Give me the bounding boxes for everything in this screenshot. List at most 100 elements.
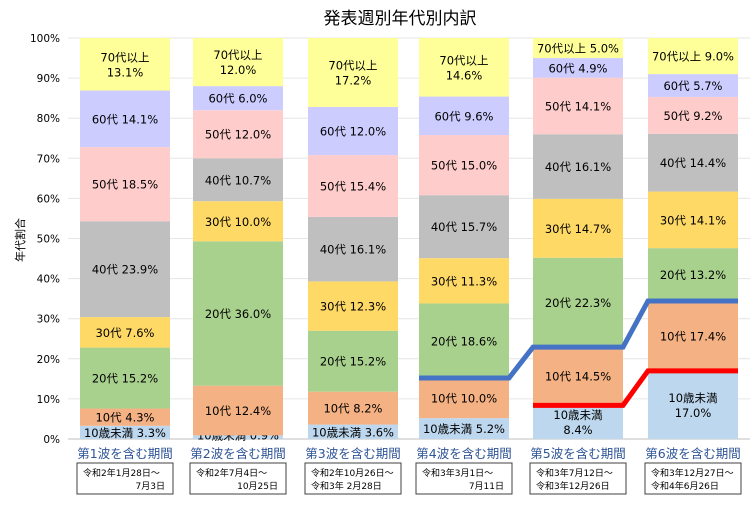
period-start: 令和2年7月4日～ <box>196 467 267 479</box>
data-label: 30代 7.6% <box>95 326 154 340</box>
data-label: 60代 5.7% <box>663 79 722 93</box>
period-start: 令和2年10月26日～ <box>311 467 394 479</box>
period-box <box>189 462 287 495</box>
bar-segment <box>419 135 509 196</box>
y-tick-label: 10% <box>37 394 60 406</box>
period-start: 令和3年7月12日～ <box>536 467 613 479</box>
bar-segment <box>80 347 170 409</box>
y-tick-label: 40% <box>37 274 60 286</box>
data-label: 10代 4.3% <box>95 411 154 425</box>
bar-segment <box>308 106 398 156</box>
data-label: 40代 15.7% <box>431 220 497 234</box>
bar-segment <box>80 147 170 222</box>
data-label: 10代 12.4% <box>205 404 271 418</box>
bar-segment <box>193 110 283 159</box>
data-label: 70代以上 <box>439 53 488 67</box>
bar-stack: 10歳未満 3.3%10代 4.3% 20代 15.2% 30代 7.6% 40代 2… <box>80 38 170 440</box>
period-box <box>529 462 627 495</box>
data-label: 60代 9.6% <box>434 109 493 123</box>
period-box <box>644 462 742 495</box>
bar-segment <box>419 96 509 136</box>
period-end: 令和3年12月26日 <box>536 480 610 492</box>
category-label: 第4波を含む期間 <box>416 446 511 461</box>
category-label: 第6波を含む期間 <box>645 446 740 461</box>
data-label: 8.4% <box>563 423 592 437</box>
data-label: 10代 10.0% <box>431 392 497 406</box>
period-end: 7月11日 <box>469 481 504 492</box>
data-label: 20代 36.0% <box>205 307 271 321</box>
bar-segment <box>80 221 170 318</box>
data-label: 10代 8.2% <box>323 402 382 416</box>
y-tick-label: 30% <box>37 314 60 326</box>
bar-segment <box>193 201 283 242</box>
data-label: 70代以上 <box>100 50 149 64</box>
data-label: 30代 11.3% <box>431 274 497 288</box>
trend-line <box>533 368 738 408</box>
data-label: 20代 18.6% <box>431 334 497 348</box>
data-label: 10代 17.4% <box>660 329 726 343</box>
period-start: 令和3年3月1日～ <box>422 467 493 479</box>
period-start: 令和2年1月28日～ <box>83 467 160 479</box>
y-tick-label: 80% <box>37 113 60 125</box>
bar-segment <box>648 38 738 75</box>
y-tick-label: 100% <box>30 33 60 45</box>
bar-segment <box>193 385 283 436</box>
data-label: 60代 14.1% <box>92 112 158 126</box>
bar-segment <box>80 38 170 91</box>
bar-segment <box>308 155 398 217</box>
bar-segment <box>80 425 170 439</box>
y-axis-label: 年代割合 <box>13 218 27 262</box>
bar-segment <box>648 74 738 97</box>
bar-segment <box>419 303 509 379</box>
bar-stack: 10歳未満 5.2% 10代 10.0% 20代 18.6% 30代 11.3% 40代… <box>419 38 509 439</box>
data-label: 10歳未満 5.2% <box>423 422 505 436</box>
bar-segment <box>193 241 283 386</box>
data-label: 10代 14.5% <box>545 370 611 384</box>
data-label: 70代以上 <box>328 58 377 72</box>
bar-segment <box>419 258 509 304</box>
bar-segment <box>533 58 623 78</box>
bar-segment <box>419 418 509 439</box>
data-label: 50代 18.5% <box>92 178 158 192</box>
bar-segment <box>533 38 623 59</box>
bar-segment <box>308 281 398 331</box>
bar-segment <box>533 134 623 199</box>
data-label: 50代 15.4% <box>320 179 386 193</box>
period-box <box>76 462 174 495</box>
bar-segment <box>648 133 738 192</box>
data-label: 40代 23.9% <box>92 263 158 277</box>
bar-segment <box>533 347 623 406</box>
period-end: 10月25日 <box>237 481 278 492</box>
data-label: 30代 12.3% <box>320 300 386 314</box>
bar-segment <box>193 435 283 439</box>
data-label: 60代 6.0% <box>208 92 267 106</box>
bar-segment <box>308 391 398 425</box>
bar-segment <box>533 405 623 439</box>
period-end: 令和3年 2月28日 <box>311 480 382 492</box>
bar-segment <box>193 38 283 87</box>
y-tick-label: 60% <box>37 193 60 205</box>
bar-segment <box>648 191 738 249</box>
data-label: 10歳未満 <box>668 391 717 405</box>
data-label: 50代 15.0% <box>431 159 497 173</box>
bar-segment <box>533 198 623 258</box>
data-label: 17.0% <box>675 406 712 420</box>
category-label: 第1波を含む期間 <box>77 446 172 461</box>
data-label: 10歳未満 3.3% <box>84 426 166 440</box>
bar-segment <box>419 38 509 97</box>
period-box <box>415 462 513 495</box>
bar-segment <box>193 86 283 111</box>
data-label: 20代 22.3% <box>545 296 611 310</box>
data-label: 70代以上 9.0% <box>652 50 734 64</box>
data-label: 20代 15.2% <box>320 355 386 369</box>
data-label: 40代 16.1% <box>545 160 611 174</box>
bar-segment <box>193 158 283 202</box>
y-tick-label: 20% <box>37 354 60 366</box>
data-label: 30代 10.0% <box>205 215 271 229</box>
bar-stack: 10歳未満 3.6% 10代 8.2% 20代 15.2% 30代 12.3% 40代 … <box>308 38 398 439</box>
bar-segment <box>648 301 738 371</box>
y-tick-label: 90% <box>37 73 60 85</box>
data-label: 70代以上 <box>213 48 262 62</box>
